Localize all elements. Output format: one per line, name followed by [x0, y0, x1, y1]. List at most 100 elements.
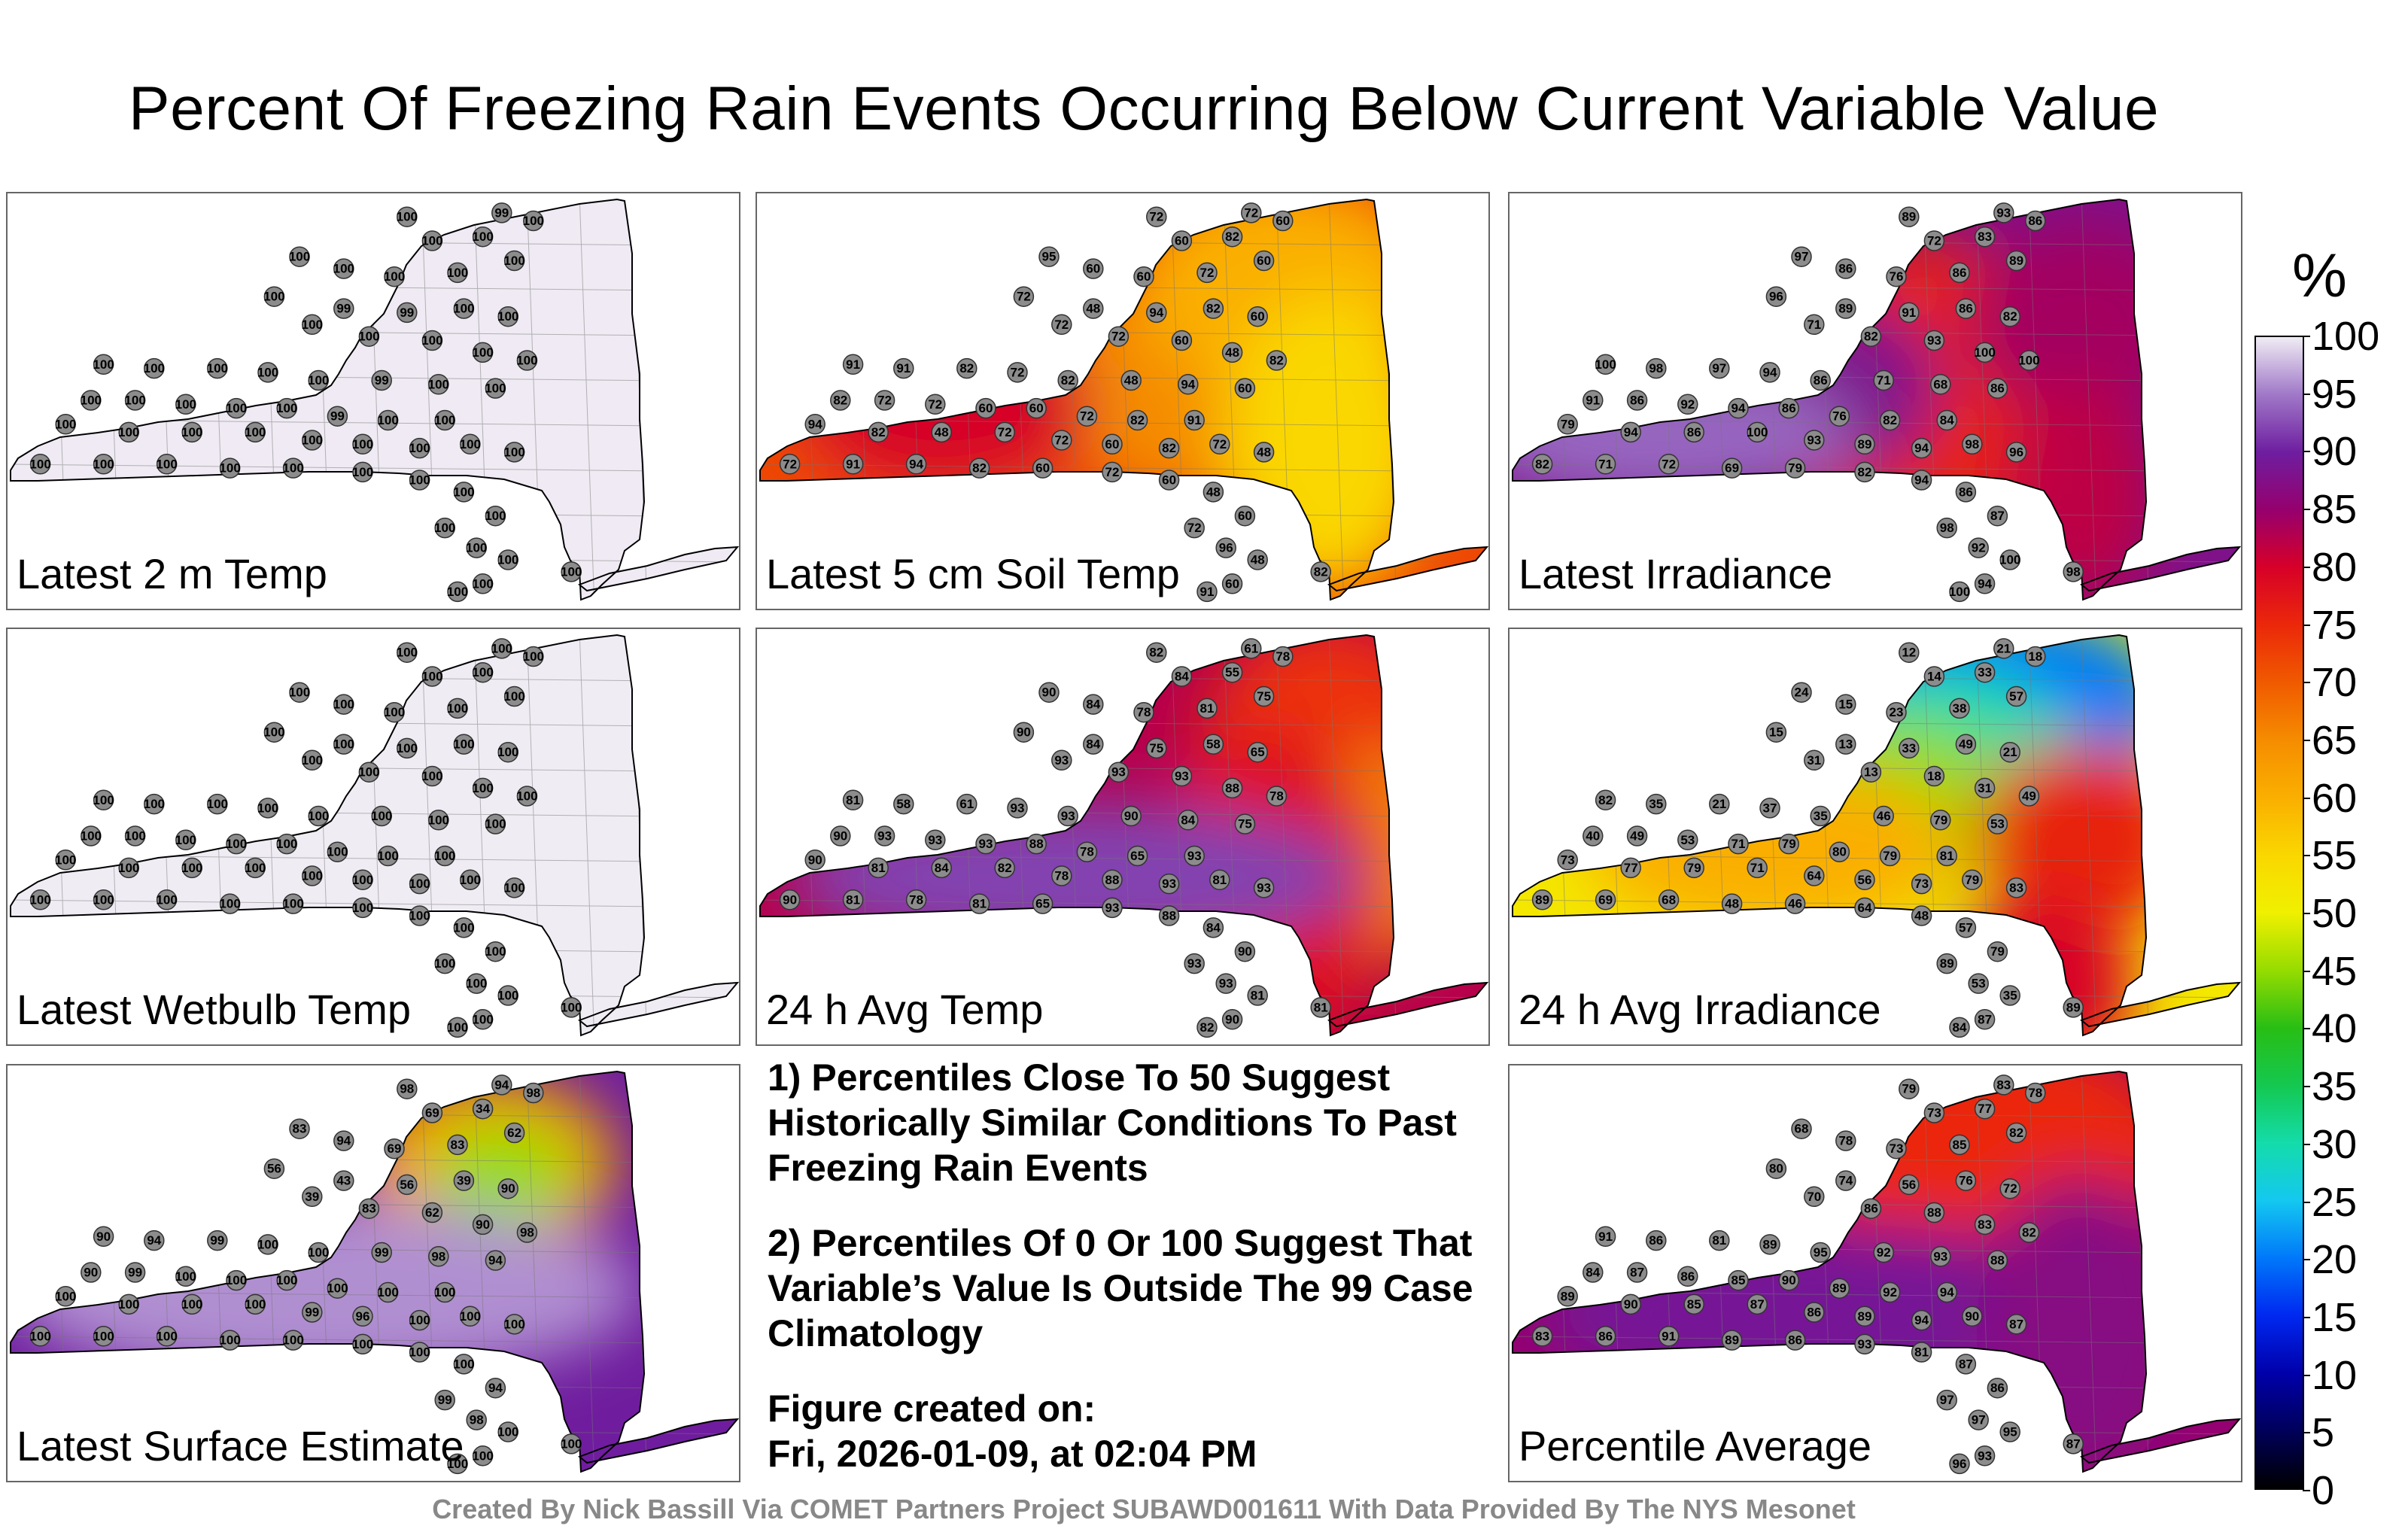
station-value: 100: [207, 797, 228, 811]
station-dot: [893, 357, 914, 379]
station-dot: [497, 1178, 518, 1199]
station-dot: [1949, 1453, 1970, 1475]
station-marker: 100: [409, 1342, 430, 1363]
station-dot: [93, 1226, 114, 1248]
station-dot: [1531, 889, 1553, 910]
station-marker: 100: [124, 390, 146, 411]
station-value: 83: [362, 1202, 376, 1216]
station-marker: 55: [1221, 661, 1243, 683]
station-dot: [1923, 666, 1945, 687]
station-dot: [434, 409, 455, 431]
station-value: 92: [1877, 1245, 1891, 1260]
station-marker: 93: [1057, 805, 1078, 827]
station-marker: 100: [289, 246, 310, 267]
station-marker: 81: [842, 789, 864, 811]
colorbar-tick-mark: [2303, 1490, 2310, 1491]
station-dot: [358, 326, 380, 347]
station-dot: [1120, 805, 1142, 827]
station-marker: 24: [1791, 682, 1812, 703]
station-value: 82: [1162, 441, 1176, 455]
station-marker: 88: [1026, 833, 1047, 855]
station-dot: [842, 789, 864, 811]
station-value: 38: [1953, 701, 1967, 716]
station-marker: 89: [1936, 953, 1957, 974]
station-marker: 62: [421, 1202, 443, 1223]
station-value: 100: [226, 401, 247, 415]
station-value: 100: [409, 473, 430, 488]
station-marker: 82: [1999, 305, 2020, 327]
station-marker: 94: [491, 1074, 512, 1096]
station-value: 93: [1054, 753, 1069, 768]
station-dot: [276, 1269, 297, 1291]
station-value: 56: [1858, 873, 1872, 887]
station-value: 94: [1914, 473, 1929, 488]
station-marker: 93: [975, 833, 996, 855]
station-marker: 79: [1683, 857, 1704, 879]
station-marker: 96: [1765, 286, 1787, 307]
station-dot: [1899, 1078, 1920, 1099]
station-marker: 60: [1133, 266, 1154, 287]
station-value: 100: [497, 745, 518, 759]
station-value: 100: [282, 1333, 303, 1348]
station-dot: [1936, 1281, 1957, 1303]
station-dot: [1241, 638, 1262, 659]
station-dot: [1747, 857, 1768, 879]
station-marker: 100: [207, 793, 228, 815]
station-dot: [472, 1098, 494, 1120]
station-marker: 100: [472, 661, 494, 683]
station-marker: 72: [1184, 517, 1205, 539]
station-dot: [1171, 230, 1193, 251]
station-marker: 100: [1747, 421, 1768, 443]
station-dot: [497, 1421, 518, 1442]
station-dot: [1804, 430, 1825, 451]
station-value: 93: [1175, 769, 1189, 783]
station-marker: 69: [1721, 457, 1743, 479]
station-marker: 88: [1158, 905, 1180, 926]
station-dot: [1879, 1281, 1901, 1303]
station-marker: 100: [397, 642, 418, 663]
station-marker: 99: [327, 406, 348, 427]
station-value: 100: [384, 269, 405, 284]
station-value: 82: [1200, 1020, 1215, 1035]
station-value: 100: [289, 685, 310, 700]
station-dot: [1854, 1333, 1875, 1355]
station-value: 100: [460, 437, 481, 451]
panel-label: Latest 5 cm Soil Temp: [766, 550, 1180, 597]
station-value: 89: [1535, 892, 1549, 907]
station-dot: [1557, 850, 1578, 871]
station-dot: [1955, 1354, 1977, 1375]
station-value: 86: [1680, 1269, 1695, 1284]
station-dot: [289, 246, 310, 267]
station-dot: [276, 397, 297, 419]
colorbar-tick-label: 55: [2312, 833, 2358, 879]
station-marker: 93: [1184, 845, 1205, 867]
station-marker: 100: [453, 917, 475, 938]
station-marker: 94: [1759, 362, 1780, 383]
station-dot: [1911, 470, 1932, 491]
station-marker: 86: [1949, 262, 1970, 284]
station-value: 100: [245, 1297, 266, 1312]
station-marker: 79: [1899, 1078, 1920, 1099]
station-marker: 100: [55, 414, 76, 435]
station-value: 60: [1238, 509, 1252, 523]
station-value: 72: [1017, 290, 1031, 304]
colorbar-tick-label: 40: [2312, 1006, 2358, 1052]
station-value: 48: [1206, 485, 1221, 499]
station-marker: 100: [447, 262, 468, 284]
station-value: 96: [2009, 445, 2023, 459]
station-marker: 40: [1583, 825, 1604, 847]
station-dot: [327, 1278, 348, 1299]
station-marker: 100: [352, 897, 373, 919]
station-marker: 15: [1835, 694, 1856, 715]
station-marker: 81: [842, 889, 864, 910]
station-marker: 97: [1791, 246, 1812, 267]
station-marker: 95: [1038, 246, 1060, 267]
station-value: 78: [909, 892, 923, 907]
station-value: 98: [520, 1226, 534, 1240]
station-dot: [1721, 893, 1743, 914]
station-dot: [1974, 573, 1996, 594]
station-dot: [409, 1342, 430, 1363]
station-value: 46: [1788, 897, 1802, 911]
station-dot: [994, 857, 1015, 879]
station-value: 82: [2003, 309, 2017, 324]
